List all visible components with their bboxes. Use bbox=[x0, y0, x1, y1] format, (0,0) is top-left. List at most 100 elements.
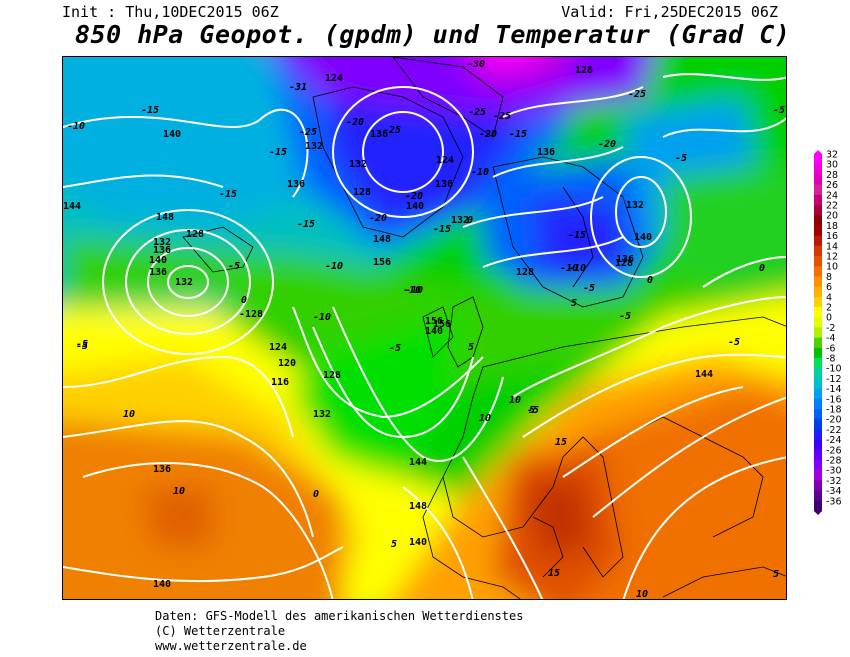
legend-swatch bbox=[814, 490, 822, 502]
temp-label: 10 bbox=[479, 413, 491, 424]
temperature-labels: -30 -31 -25 -20 -25 -15 -10 -15 -20 -15 … bbox=[67, 59, 785, 599]
temp-label: -10 bbox=[403, 285, 421, 296]
legend-swatch bbox=[814, 327, 822, 339]
temp-label: -15 bbox=[297, 219, 315, 230]
legend-swatch bbox=[814, 194, 822, 206]
legend-swatch bbox=[814, 296, 822, 308]
geopot-label: 132 bbox=[626, 200, 644, 211]
temp-label: -10 bbox=[471, 167, 489, 178]
geopot-label: 148 bbox=[373, 234, 391, 245]
geopot-label: 136 bbox=[153, 245, 171, 256]
geopot-label: 136 bbox=[370, 129, 388, 140]
legend-label: -20 bbox=[826, 415, 842, 426]
temp-label: 0 bbox=[313, 489, 319, 500]
legend-label: -6 bbox=[826, 343, 835, 354]
temp-label: -20 bbox=[598, 139, 616, 150]
legend-swatch bbox=[814, 449, 822, 461]
geopot-label: 128 bbox=[516, 267, 534, 278]
temp-label: -10 bbox=[405, 285, 423, 296]
temp-label: 10 bbox=[173, 486, 185, 497]
temp-label: 5 bbox=[571, 298, 577, 309]
geopot-label: -128 bbox=[239, 309, 263, 320]
legend-label: 12 bbox=[826, 252, 838, 263]
temp-label: -5 bbox=[527, 405, 539, 416]
temp-label: -30 bbox=[467, 59, 485, 70]
geopot-label: 140 bbox=[409, 537, 427, 548]
legend-label: 16 bbox=[826, 231, 838, 242]
geopot-label: 128 bbox=[323, 370, 341, 381]
temp-label: 5 bbox=[529, 405, 535, 416]
legend-swatch bbox=[814, 215, 822, 226]
legend-swatch bbox=[814, 245, 822, 257]
temp-label: -5 bbox=[773, 105, 785, 116]
legend-swatch bbox=[814, 205, 822, 216]
geopot-label: 132 bbox=[313, 409, 331, 420]
website-text: www.wetterzentrale.de bbox=[155, 639, 307, 653]
legend-label: -30 bbox=[826, 466, 842, 477]
legend-label: 10 bbox=[826, 262, 838, 273]
geopot-label: 144 bbox=[63, 201, 81, 212]
legend-label: 32 bbox=[826, 150, 838, 161]
legend-label: 22 bbox=[826, 201, 838, 212]
legend-label: 6 bbox=[826, 282, 832, 293]
temp-label: 0 bbox=[759, 263, 765, 274]
temperature-field bbox=[63, 57, 786, 599]
legend-swatch bbox=[814, 470, 822, 481]
temp-label: -31 bbox=[289, 82, 307, 93]
temp-label: -20 bbox=[346, 117, 364, 128]
legend-label: -36 bbox=[826, 496, 842, 507]
geopot-label: 156 bbox=[433, 319, 451, 330]
legend-label: 28 bbox=[826, 170, 838, 181]
temp-label: -10 bbox=[67, 121, 85, 132]
temp-label: -10 bbox=[568, 263, 586, 274]
temp-label: -5 bbox=[76, 341, 88, 352]
legend-label: -14 bbox=[826, 384, 842, 395]
geopot-label: 136 bbox=[149, 267, 167, 278]
geopot-label: 140 bbox=[163, 129, 181, 140]
geopot-label: 132 bbox=[175, 277, 193, 288]
geopot-label: 136 bbox=[287, 179, 305, 190]
legend-label: -26 bbox=[826, 445, 842, 456]
temp-label: -15 bbox=[219, 189, 237, 200]
temp-label: -20 bbox=[479, 129, 497, 140]
legend-swatch bbox=[814, 480, 822, 492]
temp-label: -5 bbox=[619, 311, 631, 322]
geopot-label: 136 bbox=[153, 464, 171, 475]
geopot-label: 140 bbox=[406, 201, 424, 212]
geopot-label: 140 bbox=[634, 232, 652, 243]
temp-label: -5 bbox=[389, 343, 401, 354]
legend-swatch bbox=[814, 368, 822, 379]
legend-swatch bbox=[814, 409, 822, 420]
legend-label: -4 bbox=[826, 333, 835, 344]
legend-label: 4 bbox=[826, 292, 832, 303]
temp-label: 0 bbox=[467, 215, 473, 226]
temp-label: -20 bbox=[405, 191, 423, 202]
legend-swatch bbox=[814, 266, 822, 277]
temp-label: -25 bbox=[628, 89, 646, 100]
legend-label: 24 bbox=[826, 190, 838, 201]
legend-swatch bbox=[814, 429, 822, 441]
color-legend: 32302826242220181614121086420-2-4-6-8-10… bbox=[814, 150, 842, 515]
geopot-label: 148 bbox=[409, 501, 427, 512]
credits-footer: Daten: GFS-Modell des amerikanischen Wet… bbox=[155, 609, 523, 654]
geopot-label: 120 bbox=[278, 358, 296, 369]
legend-top-arrow bbox=[814, 150, 822, 154]
map-title: 850 hPa Geopot. (gpdm) und Temperatur (G… bbox=[75, 20, 791, 49]
legend-label: 20 bbox=[826, 211, 838, 222]
geopot-label: 132 bbox=[305, 141, 323, 152]
geopot-label: 124 bbox=[269, 342, 287, 353]
temp-label: 15 bbox=[548, 568, 560, 579]
temp-label: -5 bbox=[728, 337, 740, 348]
geopot-label: 132 bbox=[153, 237, 171, 248]
copyright-text: (C) Wetterzentrale bbox=[155, 624, 286, 638]
map-canvas: 124 128 132 136 140 144 148 128 132 136 … bbox=[63, 57, 786, 599]
legend-swatch bbox=[814, 378, 822, 390]
legend-label: -32 bbox=[826, 476, 842, 487]
temp-label: 5 bbox=[391, 539, 397, 550]
legend-label: 2 bbox=[826, 303, 832, 314]
temp-label: 5 bbox=[773, 569, 779, 580]
legend-swatch bbox=[814, 276, 822, 288]
geopot-label: 144 bbox=[409, 457, 427, 468]
geopot-label: 128 bbox=[615, 258, 633, 269]
temp-label: -5 bbox=[228, 261, 240, 272]
